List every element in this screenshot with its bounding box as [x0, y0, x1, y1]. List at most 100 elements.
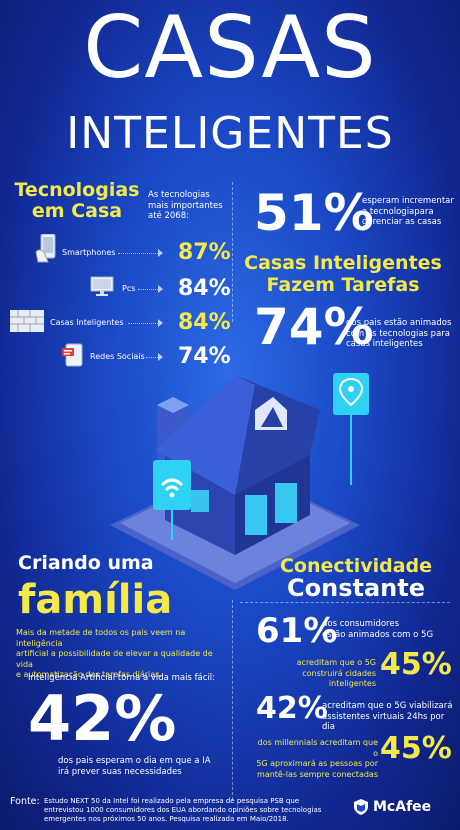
ia-label: Inteligência Artificial torna a vida mai…	[28, 673, 216, 683]
footer-label: Fonte:	[10, 796, 40, 807]
smart-house-illustration	[110, 373, 369, 590]
stat-value: 45%	[380, 647, 452, 682]
paragraph-line: e automatização das tarefas diárias.	[16, 670, 162, 679]
stat-value: 61%	[256, 611, 338, 651]
dotted-connector	[128, 323, 158, 324]
stat-description: acreditam que o 5G viabilizará assistent…	[322, 701, 457, 733]
dotted-connector	[138, 289, 158, 290]
bottom-line: dos pais esperam o dia em que a IA	[58, 756, 211, 766]
wifi-dot	[169, 492, 175, 498]
stat-description: esperam incrementar a tecnologiapara ger…	[362, 196, 457, 228]
list-item: Redes Sociais 74%	[10, 343, 231, 370]
section-heading-tarefas: Casas Inteligentes Fazem Tarefas	[238, 252, 448, 296]
paragraph-line: Mais da metade de todos os pais veem na …	[16, 628, 186, 648]
bottom-line: irá prever suas necessidades	[58, 766, 182, 777]
stat-value: 74%	[254, 298, 374, 356]
stat-value: 51%	[254, 184, 374, 242]
section-heading-constante: Constante	[287, 574, 425, 602]
dotted-connector	[146, 357, 158, 358]
chimney-top	[157, 397, 189, 413]
stat-line: construirá cidades inteligentes	[302, 668, 376, 689]
tech-label: Redes Sociais	[90, 352, 145, 361]
stat-value: 45%	[380, 731, 452, 766]
monitor-icon	[90, 276, 114, 296]
intro-line: até 2068:	[148, 211, 189, 221]
tech-value: 74%	[178, 344, 231, 369]
section-heading-familia-big: família	[18, 577, 173, 623]
section-heading-conectividade: Conectividade	[279, 555, 433, 577]
tech-value: 84%	[178, 276, 231, 301]
stat-line: estão animados com o 5G	[322, 629, 434, 640]
tech-value: 87%	[178, 240, 231, 265]
tech-label: Pcs	[122, 284, 136, 293]
stat-line: com as tecnologias para	[346, 328, 450, 339]
intro-line: mais importantes	[148, 200, 223, 211]
tech-value: 84%	[178, 310, 231, 335]
list-item: Casas Inteligentes 84%	[10, 310, 231, 336]
stat-value-big: 42%	[28, 682, 177, 755]
stat-line: assistentes virtuais 24hs por dia	[322, 711, 445, 733]
arrow-icon	[158, 319, 163, 327]
stat-description: dos consumidores estão animados com o 5G	[322, 619, 452, 640]
footer-text: Estudo NEXT 50 da Intel foi realizado pe…	[44, 797, 344, 824]
glowing-window	[191, 490, 209, 512]
stat-line: acreditam que o 5G viabilizará	[322, 701, 453, 711]
section-heading-tecnologias: Tecnologias em Casa	[12, 180, 142, 222]
tech-label: Casas Inteligentes	[50, 318, 124, 327]
page-title: CASAS	[83, 0, 377, 98]
intro-line: As tecnologias	[148, 190, 210, 200]
stat-line: esperam incrementar	[362, 196, 454, 206]
stat-line: gerenciar as casas	[362, 217, 442, 227]
stat-description: dos millennials acreditam que o 5G aprox…	[252, 738, 378, 780]
stat-description: dos pais estão animados com as tecnologi…	[346, 318, 456, 350]
arrow-icon	[158, 249, 163, 257]
brick-wall-icon	[10, 310, 44, 332]
section-heading-familia: Criando uma	[18, 552, 154, 574]
mcafee-shield-icon	[354, 799, 368, 815]
stat-line: mantê-las sempre conectadas	[257, 769, 378, 779]
wifi-icon	[160, 478, 184, 492]
heading-line: Casas Inteligentes	[244, 252, 442, 274]
glowing-window	[275, 483, 297, 523]
dotted-connector	[118, 253, 158, 254]
heading-line: Fazem Tarefas	[266, 274, 420, 296]
stat-line: dos consumidores	[322, 619, 400, 629]
divider	[232, 600, 233, 800]
familia-bottom-text: dos pais esperam o dia em que a IA irá p…	[58, 756, 228, 777]
familia-paragraph: Mais da metade de todos os pais veem na …	[16, 628, 231, 681]
list-item: Smartphones 87%	[10, 234, 231, 266]
divider	[232, 182, 233, 322]
heading-line: Tecnologias	[14, 179, 140, 201]
paragraph-line: artificial a possibilidade de elevar a q…	[16, 649, 213, 669]
brand-name: McAfee	[373, 799, 432, 815]
stat-value: 42%	[256, 691, 328, 726]
page-subtitle: INTELIGENTES	[66, 108, 394, 159]
smartphone-icon	[35, 234, 56, 263]
arrow-icon	[158, 285, 163, 293]
arrow-icon	[158, 353, 163, 361]
house-roof-right	[235, 375, 320, 495]
wifi-sign	[153, 460, 191, 510]
social-media-icon	[62, 343, 83, 367]
map-pin-icon	[338, 377, 364, 407]
divider	[240, 602, 450, 603]
footer-line: Estudo NEXT 50 da Intel foi realizado pe…	[44, 797, 300, 805]
map-pin-dot	[348, 386, 354, 392]
stat-description: acreditam que o 5G construirá cidades in…	[258, 658, 376, 690]
footer-line: emergentes nos próximos 50 anos. Pesquis…	[44, 815, 289, 823]
stat-line: acreditam que o 5G	[296, 658, 376, 667]
tech-label: Smartphones	[62, 248, 116, 257]
stat-line: 5G aproximará as pessoas por	[256, 759, 378, 768]
dormer-inner	[261, 407, 283, 427]
list-item: Pcs 84%	[10, 276, 231, 302]
tecnologias-intro: As tecnologias mais importantes até 2068…	[148, 190, 233, 222]
stat-line: a tecnologiapara	[362, 206, 434, 217]
stat-line: dos pais estão animados	[346, 318, 452, 328]
stat-line: casas inteligentes	[346, 339, 423, 349]
house-roof-left	[155, 375, 255, 495]
glowing-window	[245, 495, 267, 535]
stat-line: dos millennials acreditam que o	[257, 738, 378, 758]
footer-line: entrevistou 1000 consumidores dos EUA ab…	[44, 806, 322, 814]
heading-line: em Casa	[31, 200, 123, 222]
